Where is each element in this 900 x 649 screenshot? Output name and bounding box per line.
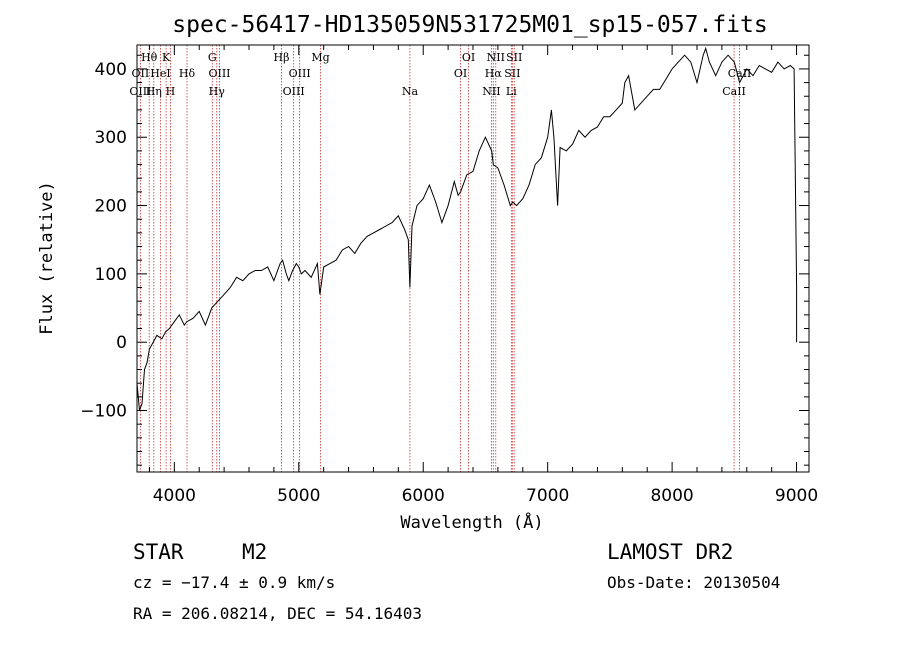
object-class: STAR — [133, 540, 184, 564]
chart-title: spec-56417-HD135059N531725M01_sp15-057.f… — [172, 12, 767, 38]
line-label: K — [162, 51, 171, 64]
x-axis-ticks: 4000 5000 6000 7000 8000 9000 — [148, 45, 818, 506]
y-tick-label: 400 — [95, 60, 127, 80]
line-label: NII — [482, 85, 500, 98]
y-tick-label: −100 — [80, 402, 127, 422]
y-axis-ticks: −100 0 100 200 300 400 — [80, 54, 809, 466]
plot-frame — [136, 44, 810, 473]
line-label: Hθ — [141, 51, 158, 64]
line-label: NII — [487, 51, 505, 64]
line-label: OIII — [208, 67, 230, 80]
object-subclass: M2 — [242, 540, 267, 564]
survey-name: LAMOST DR2 — [607, 540, 733, 564]
line-label: Mg — [311, 51, 329, 64]
line-label: SII — [506, 51, 522, 64]
line-label: CaII — [722, 85, 746, 98]
x-tick-label: 4000 — [153, 486, 196, 506]
y-axis-label: Flux (relative) — [37, 181, 57, 335]
y-tick-label: 0 — [116, 333, 127, 353]
line-label: Hα — [485, 67, 503, 80]
line-label: HeI — [150, 67, 170, 80]
line-label: Li — [506, 85, 517, 98]
x-axis-label: Wavelength (Å) — [400, 511, 543, 533]
coordinates: RA = 206.08214, DEC = 54.16403 — [133, 604, 422, 623]
x-tick-label: 6000 — [402, 486, 445, 506]
x-tick-label: 9000 — [775, 486, 818, 506]
line-label: Na — [402, 85, 419, 98]
y-tick-label: 200 — [95, 197, 127, 217]
line-label: OIII — [129, 85, 151, 98]
line-markers — [139, 45, 740, 472]
line-label: G — [208, 51, 217, 64]
x-tick-label: 7000 — [526, 486, 569, 506]
y-tick-label: 100 — [95, 265, 127, 285]
line-label: OI — [462, 51, 475, 64]
x-tick-label: 5000 — [277, 486, 320, 506]
line-label: SII — [504, 67, 520, 80]
x-tick-label: 8000 — [650, 486, 693, 506]
line-label: OIII — [289, 67, 311, 80]
line-label: CaII — [728, 67, 752, 80]
redshift-info: cz = −17.4 ± 0.9 km/s — [133, 573, 335, 592]
line-label: H — [166, 85, 176, 98]
line-label: OII — [132, 67, 150, 80]
spectrum-line — [136, 46, 798, 411]
line-label: Hδ — [179, 67, 196, 80]
y-tick-label: 300 — [95, 128, 127, 148]
obs-date: Obs-Date: 20130504 — [607, 573, 780, 592]
line-label: OI — [454, 67, 467, 80]
line-label: OIII — [283, 85, 305, 98]
line-label: Hη — [146, 85, 162, 98]
line-label: Hβ — [274, 51, 290, 64]
line-label: Hγ — [209, 85, 226, 98]
